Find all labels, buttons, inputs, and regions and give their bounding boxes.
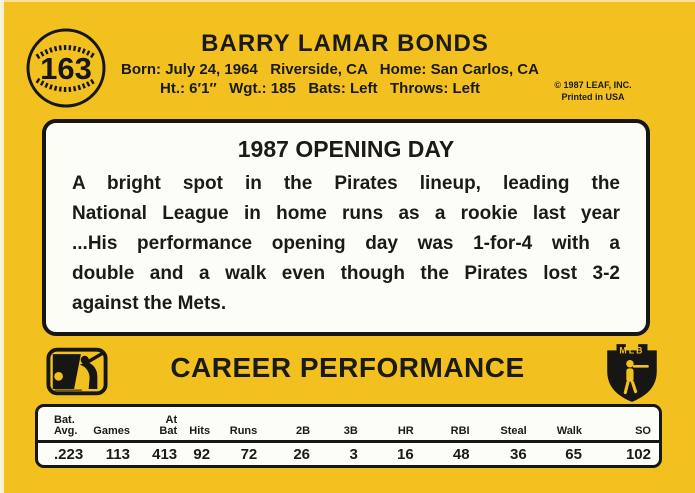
stat-value: 16 — [397, 446, 414, 464]
scan-edge — [0, 0, 695, 2]
stat-value: 72 — [240, 446, 258, 464]
stat-value: 65 — [565, 446, 582, 464]
stat-value: 48 — [452, 446, 470, 464]
career-performance-title: CAREER PERFORMANCE — [170, 352, 525, 383]
stat-header: 3B — [318, 407, 366, 443]
player-bio-born: Born: July 24, 1964 Riverside, CA Home: … — [121, 61, 539, 78]
stat-value: 92 — [193, 446, 211, 464]
stat-value: .223 — [54, 446, 84, 464]
stat-header: Bat. Avg. — [38, 407, 91, 443]
stat-header: Steal — [477, 407, 535, 443]
stat-value: 113 — [105, 446, 130, 464]
career-stats-table: Bat. Avg. Games At Bat Hits Runs 2B 3B H… — [35, 404, 662, 468]
stat-value: 36 — [510, 446, 527, 464]
stat-value: 26 — [293, 446, 311, 464]
highlight-panel: 1987 OPENING DAY A bright spot in the Pi… — [42, 119, 650, 336]
player-bio-physical: Ht.: 6′1″ Wgt.: 185 Bats: Left Throws: L… — [160, 80, 480, 97]
stat-value: 3 — [349, 446, 358, 464]
stat-header: At Bat — [137, 407, 186, 443]
stats-value-row: .223 113 413 92 72 26 3 16 48 36 65 102 — [38, 441, 659, 465]
stat-value: 102 — [625, 446, 651, 464]
card-number: 163 — [40, 51, 92, 86]
stat-header: SO — [589, 407, 659, 443]
player-name: BARRY LAMAR BONDS — [201, 30, 489, 57]
copyright-line: © 1987 LEAF, INC. — [554, 80, 632, 90]
highlight-text-line: ...His performance opening day was 1-for… — [72, 233, 620, 254]
stat-header: Hits — [185, 407, 219, 443]
highlight-text: A bright spot in the Pirates lineup, lea… — [72, 169, 620, 319]
highlight-title: 1987 OPENING DAY — [237, 136, 455, 162]
highlight-text-line: A bright spot in the Pirates lineup, lea… — [72, 173, 620, 194]
stat-header: RBI — [421, 407, 478, 443]
stat-header: Runs — [218, 407, 266, 443]
printed-in-line: Printed in USA — [561, 92, 625, 102]
stat-value: 413 — [152, 446, 178, 464]
stat-header: Games — [90, 407, 138, 443]
mlb-logo-icon — [46, 347, 108, 396]
mlbpa-shield-icon: MLB — [607, 344, 657, 402]
highlight-text-line: against the Mets. — [72, 293, 227, 314]
career-performance-banner: CAREER PERFORMANCE MLB — [0, 343, 695, 405]
baseball-icon: 163 — [26, 28, 106, 108]
stats-header-row: Bat. Avg. Games At Bat Hits Runs 2B 3B H… — [38, 407, 659, 443]
stat-header: Walk — [534, 407, 590, 443]
stat-header: 2B — [265, 407, 319, 443]
highlight-text-line: double and a walk even though the Pirate… — [72, 263, 620, 284]
svg-text:MLB: MLB — [619, 345, 644, 355]
stat-header: HR — [365, 407, 422, 443]
scan-edge — [0, 0, 4, 493]
highlight-text-line: National League in home runs as a rookie… — [72, 203, 620, 224]
copyright-notice: © 1987 LEAF, INC. Printed in USA — [523, 79, 663, 103]
